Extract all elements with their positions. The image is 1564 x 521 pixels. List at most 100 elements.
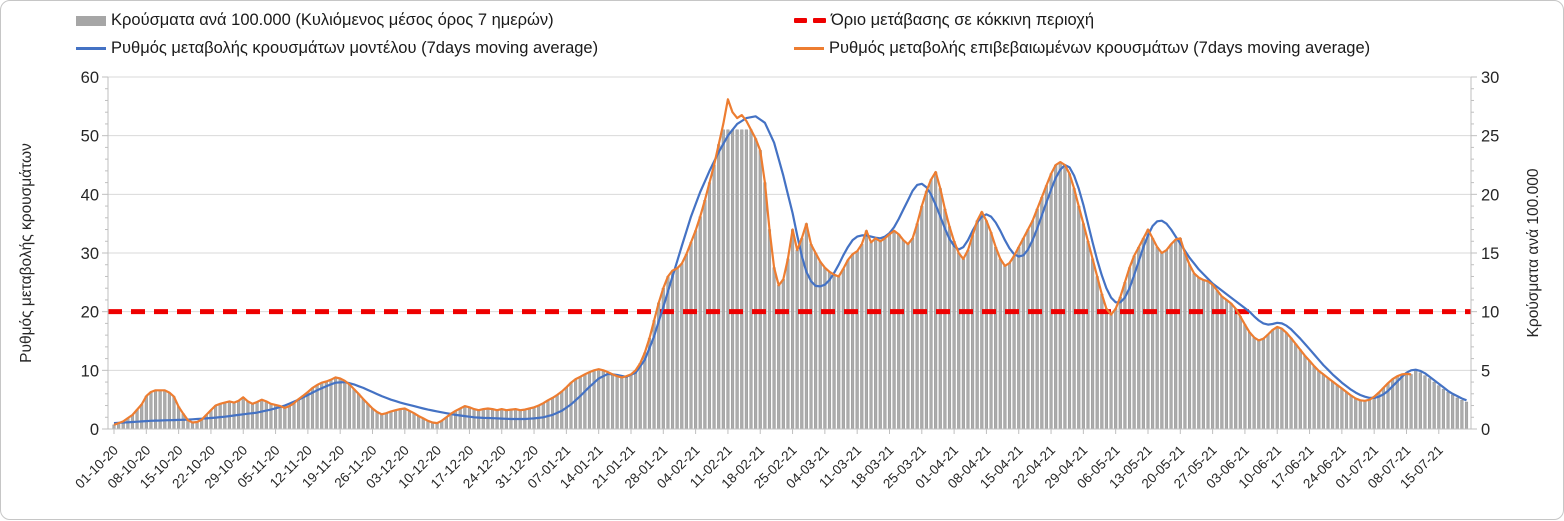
- bar: [1211, 284, 1215, 430]
- bar: [380, 414, 384, 430]
- bar: [449, 413, 453, 430]
- left-axis-label: 0: [90, 421, 99, 439]
- bars-swatch-icon: [76, 15, 106, 26]
- bar: [643, 352, 647, 430]
- bar: [412, 412, 416, 430]
- bar: [1344, 391, 1349, 430]
- bar: [140, 404, 144, 430]
- bar: [472, 408, 476, 430]
- bar: [578, 376, 582, 430]
- bar: [809, 243, 813, 430]
- bar: [1224, 299, 1229, 430]
- bar: [592, 370, 596, 430]
- bar: [994, 246, 998, 430]
- bar: [698, 216, 702, 430]
- bar: [620, 377, 624, 430]
- bar: [837, 276, 841, 430]
- legend-item-threshold[interactable]: Όριο μετάβασης σε κόκκινη περιοχή: [794, 11, 1094, 30]
- legend-item-cases-bars[interactable]: Κρούσματα ανά 100.000 (Κυλιόμενος μέσος …: [76, 11, 554, 30]
- bar: [735, 129, 739, 430]
- bar: [624, 376, 628, 430]
- bar: [1261, 338, 1265, 430]
- bar: [454, 410, 458, 430]
- bar: [1340, 388, 1344, 430]
- bar: [375, 411, 379, 430]
- bar: [694, 230, 698, 430]
- blue-line-swatch-icon: [76, 47, 106, 50]
- right-axis-label: 0: [1481, 421, 1490, 439]
- bar: [1441, 388, 1445, 430]
- bar: [347, 384, 351, 430]
- bar: [1368, 399, 1372, 430]
- bar: [1132, 255, 1136, 430]
- bar: [966, 249, 970, 430]
- bar: [804, 223, 808, 430]
- bar: [1298, 349, 1302, 430]
- axes: [102, 76, 1477, 434]
- bar: [601, 370, 605, 430]
- red-dash-swatch-icon: [794, 18, 826, 23]
- bar: [477, 410, 481, 430]
- bar: [906, 243, 910, 430]
- bar: [1077, 205, 1081, 430]
- bar: [1178, 238, 1182, 430]
- gridlines: [108, 76, 1471, 371]
- bar: [998, 258, 1002, 430]
- bar: [1271, 329, 1275, 430]
- bar: [675, 268, 679, 430]
- bar: [389, 411, 393, 430]
- bar: [957, 252, 961, 430]
- legend-item-model-line[interactable]: Ρυθμός μεταβολής κρουσμάτων μοντέλου (7d…: [76, 39, 598, 58]
- bar: [1017, 246, 1021, 430]
- bar: [1275, 326, 1279, 430]
- bar: [1349, 395, 1353, 430]
- bar: [726, 129, 730, 430]
- bar: [1257, 340, 1261, 430]
- bar: [384, 412, 388, 430]
- bar: [1414, 370, 1418, 430]
- bar: [334, 377, 338, 430]
- bar: [952, 241, 956, 430]
- bar: [629, 374, 633, 430]
- legend-label-confirmed-line: Ρυθμός μεταβολής επιβεβαιωμένων κρουσμάτ…: [829, 39, 1371, 57]
- right-axis-label: 20: [1481, 186, 1499, 204]
- model-line: [113, 115, 1467, 425]
- bar: [980, 211, 984, 430]
- legend-item-confirmed-line[interactable]: Ρυθμός μεταβολής επιβεβαιωμένων κρουσμάτ…: [794, 39, 1370, 58]
- bar: [135, 409, 139, 430]
- bar: [287, 405, 291, 430]
- bar: [583, 374, 587, 430]
- right-axis-label: 25: [1481, 128, 1499, 146]
- bar: [961, 258, 965, 430]
- bar: [758, 150, 762, 430]
- bar: [610, 374, 615, 430]
- bar: [721, 129, 725, 430]
- bar: [717, 144, 721, 430]
- bar: [1118, 296, 1122, 430]
- bar: [546, 400, 550, 430]
- bar: [1058, 161, 1062, 430]
- bar: [638, 363, 642, 430]
- bar: [163, 390, 167, 430]
- bar: [1404, 373, 1409, 430]
- bar: [878, 241, 882, 430]
- left-axis-label: 40: [81, 186, 99, 204]
- bar: [1294, 343, 1298, 430]
- bar: [167, 392, 171, 430]
- bar: [1137, 246, 1141, 430]
- bar: [730, 129, 735, 430]
- bar: [278, 405, 282, 430]
- bar: [670, 270, 675, 430]
- bar: [851, 253, 855, 430]
- bar: [1141, 238, 1145, 430]
- bar: [1395, 376, 1399, 430]
- bar: [361, 398, 365, 430]
- bar: [1455, 397, 1459, 430]
- bar: [1220, 296, 1224, 430]
- bar: [1012, 255, 1016, 430]
- bar: [1238, 316, 1242, 430]
- bar: [366, 403, 370, 430]
- bar: [255, 401, 259, 430]
